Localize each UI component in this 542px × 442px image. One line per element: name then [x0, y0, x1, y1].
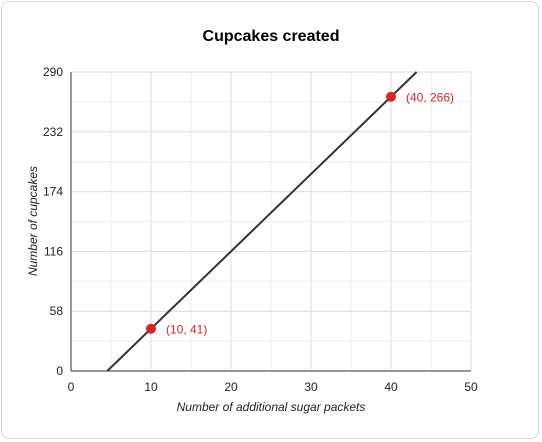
x-tick-label: 10: [144, 380, 158, 394]
x-axis-label: Number of additional sugar packets: [177, 400, 366, 414]
grid: [71, 71, 472, 371]
y-tick-label: 58: [50, 304, 64, 318]
chart-title: Cupcakes created: [203, 28, 340, 45]
x-tick-label: 20: [224, 380, 238, 394]
data-point-label: (40, 266): [406, 91, 454, 105]
x-tick-label: 50: [464, 380, 478, 394]
trend-line: [106, 71, 418, 372]
y-tick-label: 116: [44, 244, 63, 258]
axes: [70, 72, 471, 372]
x-tick-label: 0: [68, 380, 75, 394]
series: (10, 41) (40, 266): [106, 71, 454, 372]
data-point: [146, 323, 156, 334]
y-tick-label: 290: [43, 65, 63, 79]
data-point: [386, 91, 396, 102]
y-tick-labels: 0 58 116 174 232 290: [43, 65, 63, 378]
x-tick-label: 40: [384, 380, 398, 394]
y-tick-label: 0: [56, 364, 63, 378]
data-point-label: (10, 41): [166, 323, 207, 337]
y-tick-label: 174: [43, 185, 63, 199]
y-axis-label: Number of cupcakes: [26, 166, 40, 276]
y-tick-label: 232: [43, 125, 63, 139]
x-tick-labels: 0 10 20 30 40 50: [68, 380, 478, 394]
x-tick-label: 30: [304, 380, 318, 394]
